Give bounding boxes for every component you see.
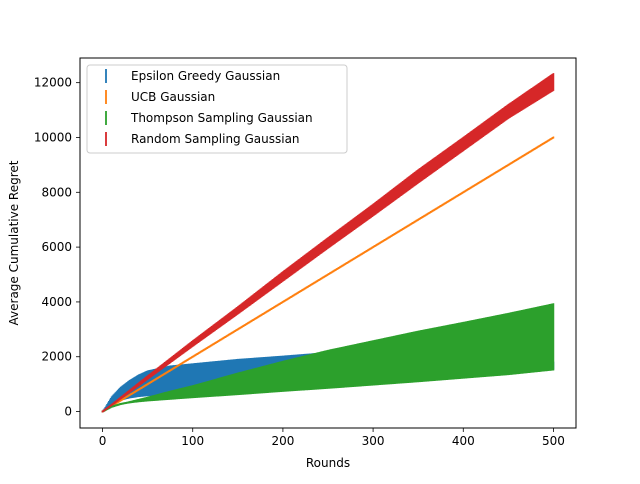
plot-frame [79,57,577,429]
x-tick-label: 0 [99,434,107,448]
legend-label: Epsilon Greedy Gaussian [131,69,280,83]
x-tick-label: 300 [362,434,385,448]
y-tick-label: 4000 [41,295,72,309]
x-tick-label: 400 [452,434,475,448]
x-tick-label: 200 [271,434,294,448]
y-tick-label: 12000 [34,76,72,90]
y-tick-label: 8000 [41,185,72,199]
y-tick-label: 10000 [34,130,72,144]
y-ticks: 0 2000 4000 6000 8000 10000 12000 [34,76,80,419]
series-layer [101,73,555,413]
y-tick-label: 0 [64,405,72,419]
legend-box [86,64,348,154]
series-errorbar-path [101,73,555,413]
x-tick-label: 500 [542,434,565,448]
legend-label: Thompson Sampling Gaussian [130,111,313,125]
legend-label: UCB Gaussian [131,90,215,104]
legend-label: Random Sampling Gaussian [131,132,300,146]
x-tick-label: 100 [181,434,204,448]
y-axis-label: Average Cumulative Regret [7,160,21,325]
y-tick-label: 2000 [41,350,72,364]
legend: Epsilon Greedy Gaussian UCB Gaussian Thomp… [86,64,348,154]
y-tick-label: 6000 [41,240,72,254]
x-axis-label: Rounds [306,456,350,470]
x-ticks: 0 100 200 300 400 500 [99,428,565,448]
series-3-errorbars [101,73,555,413]
